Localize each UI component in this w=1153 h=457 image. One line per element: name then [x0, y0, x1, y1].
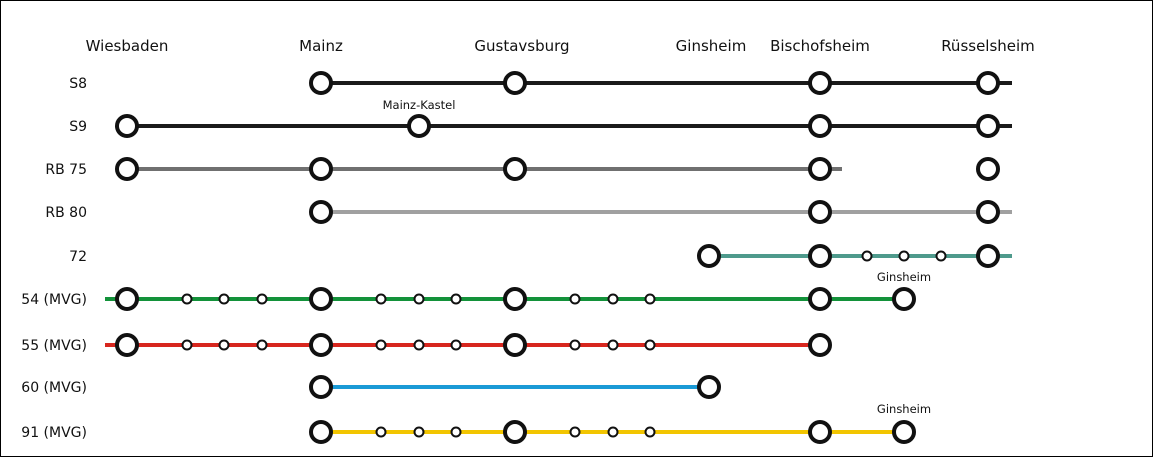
station-header-wiesbaden: Wiesbaden: [86, 37, 169, 55]
major-stop: [976, 157, 1000, 181]
route-line-5: 54 (MVG) Ginsheim: [21, 270, 931, 311]
route-line-2: RB 75: [45, 157, 1000, 181]
intermediate-stop: [375, 293, 387, 305]
line-label: 54 (MVG): [21, 292, 87, 308]
intermediate-stop: [256, 293, 268, 305]
intermediate-stop: [898, 250, 910, 262]
station-header-ruesselsheim: Rüsselsheim: [941, 37, 1035, 55]
major-stop: [808, 244, 832, 268]
route-line-6: 55 (MVG): [21, 333, 832, 357]
line-label: RB 75: [45, 162, 87, 178]
intermediate-stop: [569, 339, 581, 351]
intermediate-stop: [375, 426, 387, 438]
intermediate-stop: [181, 339, 193, 351]
major-stop: [309, 200, 333, 224]
intermediate-stop: [256, 339, 268, 351]
major-stop: [503, 287, 527, 311]
line-label: 60 (MVG): [21, 380, 87, 396]
line-label: 72: [69, 249, 87, 265]
major-stop: [697, 244, 721, 268]
major-stop: [503, 71, 527, 95]
line-label: S8: [69, 76, 87, 92]
major-stop: [115, 114, 139, 138]
major-stop: [976, 114, 1000, 138]
major-stop: [309, 375, 333, 399]
intermediate-stop: [644, 293, 656, 305]
station-header-ginsheim: Ginsheim: [676, 37, 747, 55]
line-label: S9: [69, 119, 87, 135]
major-stop: [309, 71, 333, 95]
route-lines: S8 S9 Mainz-Kastel RB 75 RB 80 72 54 (MVG) Gins…: [21, 71, 1012, 444]
intermediate-stop: [375, 339, 387, 351]
major-stop: [808, 333, 832, 357]
route-line-3: RB 80: [45, 200, 1012, 224]
station-header-gustavsburg: Gustavsburg: [474, 37, 569, 55]
major-stop: [503, 420, 527, 444]
major-stop: [309, 420, 333, 444]
major-stop: [808, 157, 832, 181]
intermediate-stop: [569, 426, 581, 438]
intermediate-stop: [218, 293, 230, 305]
line-label: 55 (MVG): [21, 338, 87, 354]
line-label: 91 (MVG): [21, 425, 87, 441]
major-stop: [892, 420, 916, 444]
major-stop: [808, 287, 832, 311]
intermediate-stop: [450, 426, 462, 438]
intermediate-stop: [607, 426, 619, 438]
major-stop: [697, 375, 721, 399]
major-stop: [808, 420, 832, 444]
major-stop: [808, 200, 832, 224]
major-stop: [115, 333, 139, 357]
intermediate-stop: [413, 293, 425, 305]
major-stop: [309, 157, 333, 181]
route-line-7: 60 (MVG): [21, 375, 721, 399]
major-stop: [808, 114, 832, 138]
intermediate-stop: [861, 250, 873, 262]
major-stop: [976, 71, 1000, 95]
intermediate-stop: [569, 293, 581, 305]
intermediate-stop: [644, 426, 656, 438]
major-stop: [115, 157, 139, 181]
route-line-4: 72: [69, 244, 1012, 268]
intermediate-stop: [450, 293, 462, 305]
station-header-mainz: Mainz: [299, 37, 343, 55]
intermediate-stop: [607, 293, 619, 305]
major-stop: [503, 157, 527, 181]
major-stop: [503, 333, 527, 357]
major-stop: [407, 114, 431, 138]
station-header-row: Wiesbaden Mainz Gustavsburg Ginsheim Bischof…: [86, 37, 1035, 55]
intermediate-stop: [413, 426, 425, 438]
intermediate-stop: [413, 339, 425, 351]
major-stop: [976, 244, 1000, 268]
line-label: RB 80: [45, 205, 87, 221]
intermediate-stop: [218, 339, 230, 351]
intermediate-stop: [935, 250, 947, 262]
intermediate-stop: [181, 293, 193, 305]
major-stop: [309, 333, 333, 357]
intermediate-stop: [607, 339, 619, 351]
route-line-0: S8: [69, 71, 1012, 95]
stop-annotation: Mainz-Kastel: [383, 98, 456, 112]
major-stop: [808, 71, 832, 95]
route-line-1: S9 Mainz-Kastel: [69, 98, 1012, 138]
major-stop: [892, 287, 916, 311]
major-stop: [115, 287, 139, 311]
major-stop: [309, 287, 333, 311]
stop-annotation: Ginsheim: [877, 402, 931, 416]
intermediate-stop: [644, 339, 656, 351]
intermediate-stop: [450, 339, 462, 351]
route-line-8: 91 (MVG) Ginsheim: [21, 402, 931, 444]
major-stop: [976, 200, 1000, 224]
stop-annotation: Ginsheim: [877, 270, 931, 284]
station-header-bischofsheim: Bischofsheim: [770, 37, 870, 55]
